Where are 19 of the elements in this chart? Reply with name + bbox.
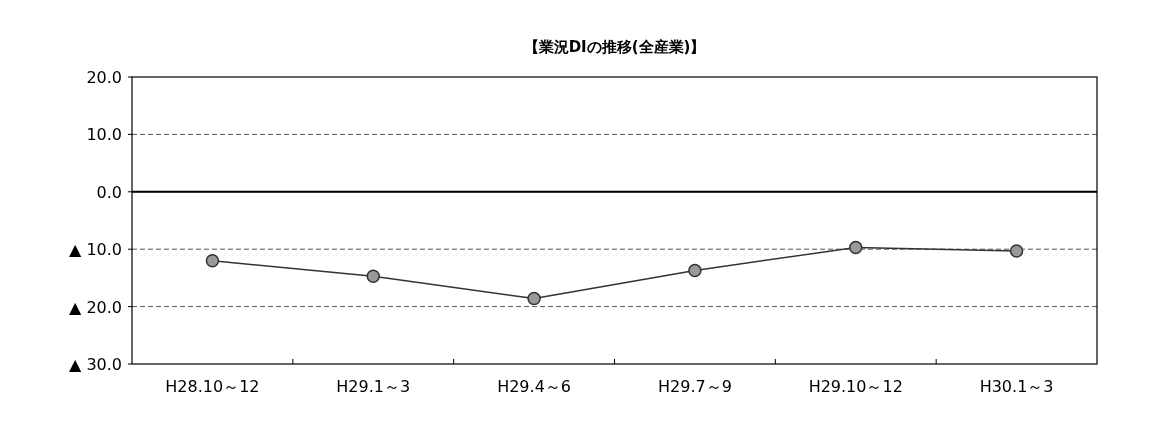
y-tick-label: ▲ 20.0 <box>68 297 122 317</box>
point <box>1009 244 1024 258</box>
x-tick-label: H29.7～9 <box>657 377 732 396</box>
point <box>527 291 541 306</box>
x-tick-label: H30.1～3 <box>979 377 1054 396</box>
y-tick-label: ▲ 30.0 <box>68 355 122 374</box>
point <box>366 269 380 283</box>
point <box>205 253 220 268</box>
y-tick-label: 10.0 <box>86 125 122 145</box>
point <box>688 263 702 278</box>
x-tick-label: H28.10～12 <box>165 377 260 396</box>
y-tick-label: 0.0 <box>96 182 122 202</box>
y-tick-label: 20.0 <box>86 68 122 87</box>
x-tick-label: H29.1～3 <box>336 377 411 396</box>
x-tick-label: H29.4～6 <box>497 377 572 396</box>
x-tick-label: H29.10～12 <box>808 377 903 396</box>
point <box>849 240 863 255</box>
y-tick-label: ▲ 10.0 <box>68 240 122 260</box>
chart-title: 【業況DIの推移(全産業)】 <box>523 38 706 56</box>
